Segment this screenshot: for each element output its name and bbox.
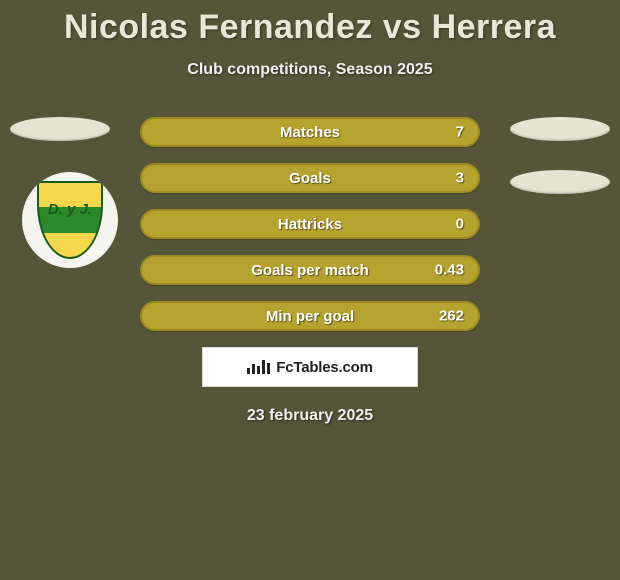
stat-row-hattricks: Hattricks 0	[140, 209, 480, 239]
brand-text: FcTables.com	[276, 359, 373, 376]
stat-label: Hattricks	[278, 216, 342, 233]
player-badge-right-2	[510, 170, 610, 194]
page-title: Nicolas Fernandez vs Herrera	[0, 0, 620, 47]
date-line: 23 february 2025	[0, 407, 620, 425]
subtitle: Club competitions, Season 2025	[0, 61, 620, 79]
stat-area: D. y J. Matches 7 Goals 3 Hattricks 0 Go…	[0, 117, 620, 425]
stat-row-goals: Goals 3	[140, 163, 480, 193]
brand-watermark: FcTables.com	[202, 347, 418, 387]
player-badge-right-1	[510, 117, 610, 141]
bar-chart-icon	[247, 360, 270, 374]
player-badge-left	[10, 117, 110, 141]
stat-label: Matches	[280, 124, 340, 141]
club-initials: D. y J.	[39, 201, 101, 218]
stat-label: Min per goal	[266, 308, 354, 325]
stat-value: 3	[456, 170, 464, 187]
stat-row-matches: Matches 7	[140, 117, 480, 147]
stat-row-goals-per-match: Goals per match 0.43	[140, 255, 480, 285]
stat-value: 0	[456, 216, 464, 233]
stat-value: 262	[439, 308, 464, 325]
stat-value: 7	[456, 124, 464, 141]
stat-row-min-per-goal: Min per goal 262	[140, 301, 480, 331]
club-logo-left: D. y J.	[22, 172, 118, 268]
stat-rows: Matches 7 Goals 3 Hattricks 0 Goals per …	[140, 117, 480, 331]
shield-icon: D. y J.	[37, 181, 103, 259]
stat-label: Goals	[289, 170, 331, 187]
stat-value: 0.43	[435, 262, 464, 279]
stat-label: Goals per match	[251, 262, 369, 279]
